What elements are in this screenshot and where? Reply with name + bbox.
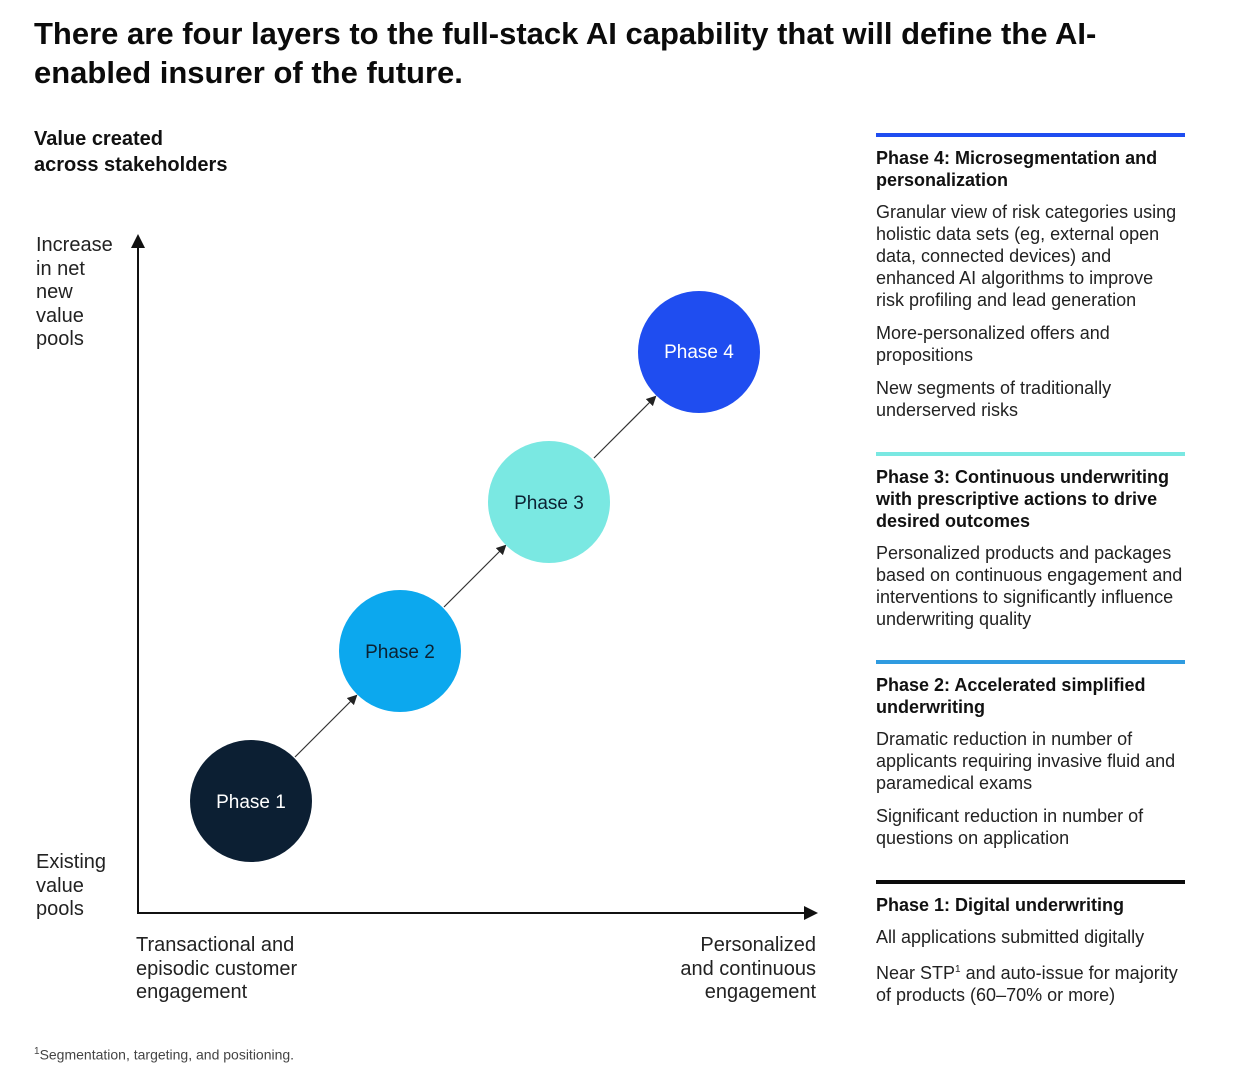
phase-4-item: New segments of traditionally underserve… <box>876 378 1112 420</box>
phase-3-bar <box>876 452 1185 456</box>
x-axis-low-label: Transactional and episodic customer enga… <box>136 934 297 1005</box>
x-axis-low-line: episodic customer <box>136 957 298 980</box>
y-axis-title-line: across stakeholders <box>34 154 228 176</box>
y-axis-low-label: Existing value pools <box>36 851 106 922</box>
x-axis-low-line: engagement <box>136 981 248 1003</box>
phase-2-label: Phase 2 <box>365 642 435 663</box>
phase-arrow-2-3 <box>443 544 507 608</box>
phase-2-node: Phase 2 <box>339 590 461 712</box>
phase-4-item: Granular view of risk categories using h… <box>876 202 1177 310</box>
phase-2-circle <box>339 590 461 712</box>
y-axis-title: Value created across stakeholders <box>34 126 227 178</box>
phase-3-title: Phase 3: Continuous underwriting with pr… <box>876 467 1170 531</box>
x-axis-high-label: Personalized and continuous engagement <box>600 934 816 1005</box>
phase-1-panel: Phase 1: Digital underwriting All applic… <box>876 880 1185 1017</box>
phase-2-panel: Phase 2: Accelerated simplified underwri… <box>876 660 1185 860</box>
phase-3-circle <box>488 441 610 563</box>
phase-4-label: Phase 4 <box>664 342 734 363</box>
phase-4-item: More-personalized offers and proposition… <box>876 323 1110 365</box>
y-axis-high-line: pools <box>36 328 84 350</box>
phase-4-panel: Phase 4: Microsegmentation and personali… <box>876 133 1185 432</box>
x-axis-high-line: and continuous <box>680 957 816 980</box>
phase-1-node: Phase 1 <box>190 740 312 862</box>
phase-3-label: Phase 3 <box>514 493 584 514</box>
footnote-text: Segmentation, targeting, and positioning… <box>39 1046 295 1063</box>
phase-1-item: Near STP1 and auto-issue for majority of… <box>876 959 1185 1006</box>
phase-3-panel: Phase 3: Continuous underwriting with pr… <box>876 452 1185 641</box>
y-axis-title-line: Value created <box>34 128 163 150</box>
x-axis-low-line: Transactional and <box>136 934 295 956</box>
y-axis-low-line: Existing <box>36 851 107 873</box>
x-axis-arrow-icon <box>804 906 818 920</box>
footnote: 1Segmentation, targeting, and positionin… <box>34 1046 294 1063</box>
phase-4-circle <box>638 291 760 413</box>
footnote-marker: 1 <box>34 1046 40 1057</box>
y-axis-high-label: Increase in net new value pools <box>36 234 113 352</box>
phase-1-bar <box>876 880 1185 884</box>
phase-arrow-3-4 <box>593 395 657 459</box>
y-axis-low-line: pools <box>36 898 84 920</box>
phase-3-item: Personalized products and packages based… <box>876 543 1183 629</box>
phase-diagram: Phase 1 Phase 2 Phase 3 Phase 4 <box>131 234 818 920</box>
y-axis-high-line: new <box>36 281 73 303</box>
phase-4-title: Phase 4: Microsegmentation and personali… <box>876 148 1158 190</box>
phase-2-title: Phase 2: Accelerated simplified underwri… <box>876 675 1146 717</box>
phase-1-circle <box>190 740 312 862</box>
phase-4-bar <box>876 133 1185 137</box>
phase-arrow-1-2 <box>294 694 358 758</box>
phase-1-item-suffix: and auto-issue for majority of products … <box>876 963 1178 1005</box>
y-axis-high-line: in net <box>36 257 85 280</box>
page-title: There are four layers to the full-stack … <box>34 16 1097 90</box>
phase-2-item: Dramatic reduction in number of applican… <box>876 729 1176 793</box>
phase-1-title: Phase 1: Digital underwriting <box>876 895 1125 915</box>
y-axis-high-line: value <box>36 304 84 327</box>
x-axis-high-line: Personalized <box>700 934 816 956</box>
phase-2-item: Significant reduction in number of quest… <box>876 806 1144 848</box>
phase-1-item-prefix: Near STP <box>876 963 956 983</box>
x-axis-high-line: engagement <box>704 981 816 1003</box>
phase-4-node: Phase 4 <box>638 291 760 413</box>
y-axis-arrow-icon <box>131 234 145 248</box>
y-axis-low-line: value <box>36 874 84 897</box>
y-axis-high-line: Increase <box>36 234 113 256</box>
phase-2-bar <box>876 660 1185 664</box>
phase-1-item: All applications submitted digitally <box>876 927 1145 947</box>
footnote-marker: 1 <box>955 964 961 975</box>
phase-1-label: Phase 1 <box>216 792 286 813</box>
phase-3-node: Phase 3 <box>488 441 610 563</box>
